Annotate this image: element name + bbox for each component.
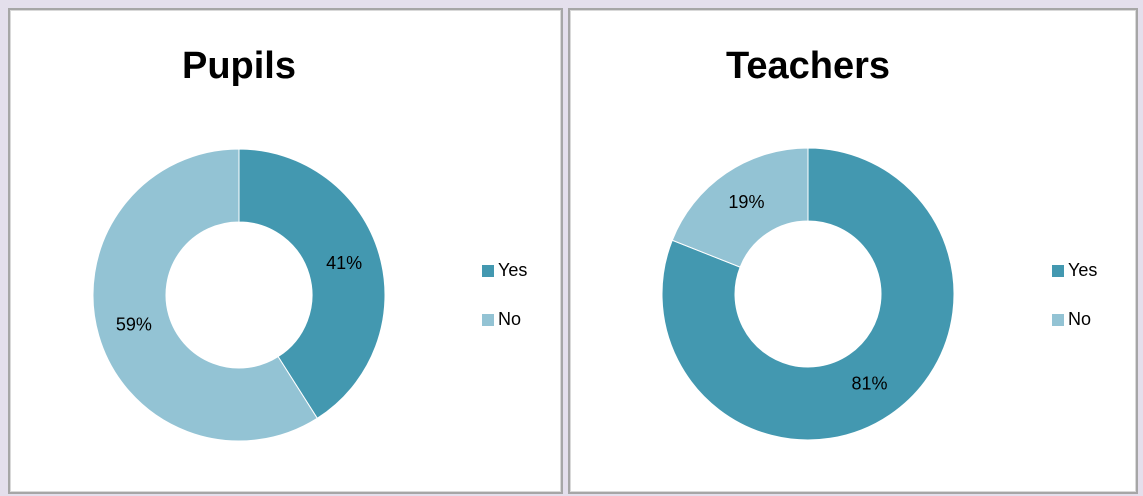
legend-swatch	[1052, 265, 1064, 277]
donut-segment	[92, 148, 318, 442]
data-label: 59%	[116, 314, 152, 334]
donut-segment	[661, 147, 955, 441]
legend-label: Yes	[1068, 260, 1097, 280]
legend-swatch	[482, 314, 494, 326]
chart-panel: Pupils 41% Yes 59% No	[8, 8, 563, 494]
data-label: 81%	[852, 373, 888, 393]
data-label: 41%	[326, 253, 362, 273]
legend-swatch	[482, 265, 494, 277]
legend-label: Yes	[498, 260, 527, 280]
legend-swatch	[1052, 314, 1064, 326]
donut-segment	[238, 148, 386, 419]
legend-label: No	[1068, 309, 1091, 329]
chart-title: Teachers	[726, 45, 890, 87]
chart: Teachers 81% Yes 19% No	[661, 45, 1097, 441]
data-label: 19%	[728, 192, 764, 212]
chart-title: Pupils	[182, 45, 296, 87]
legend-label: No	[498, 309, 521, 329]
chart-panel: Teachers 81% Yes 19% No	[568, 8, 1138, 494]
donut-segment	[671, 147, 809, 268]
chart: Pupils 41% Yes 59% No	[92, 45, 527, 442]
